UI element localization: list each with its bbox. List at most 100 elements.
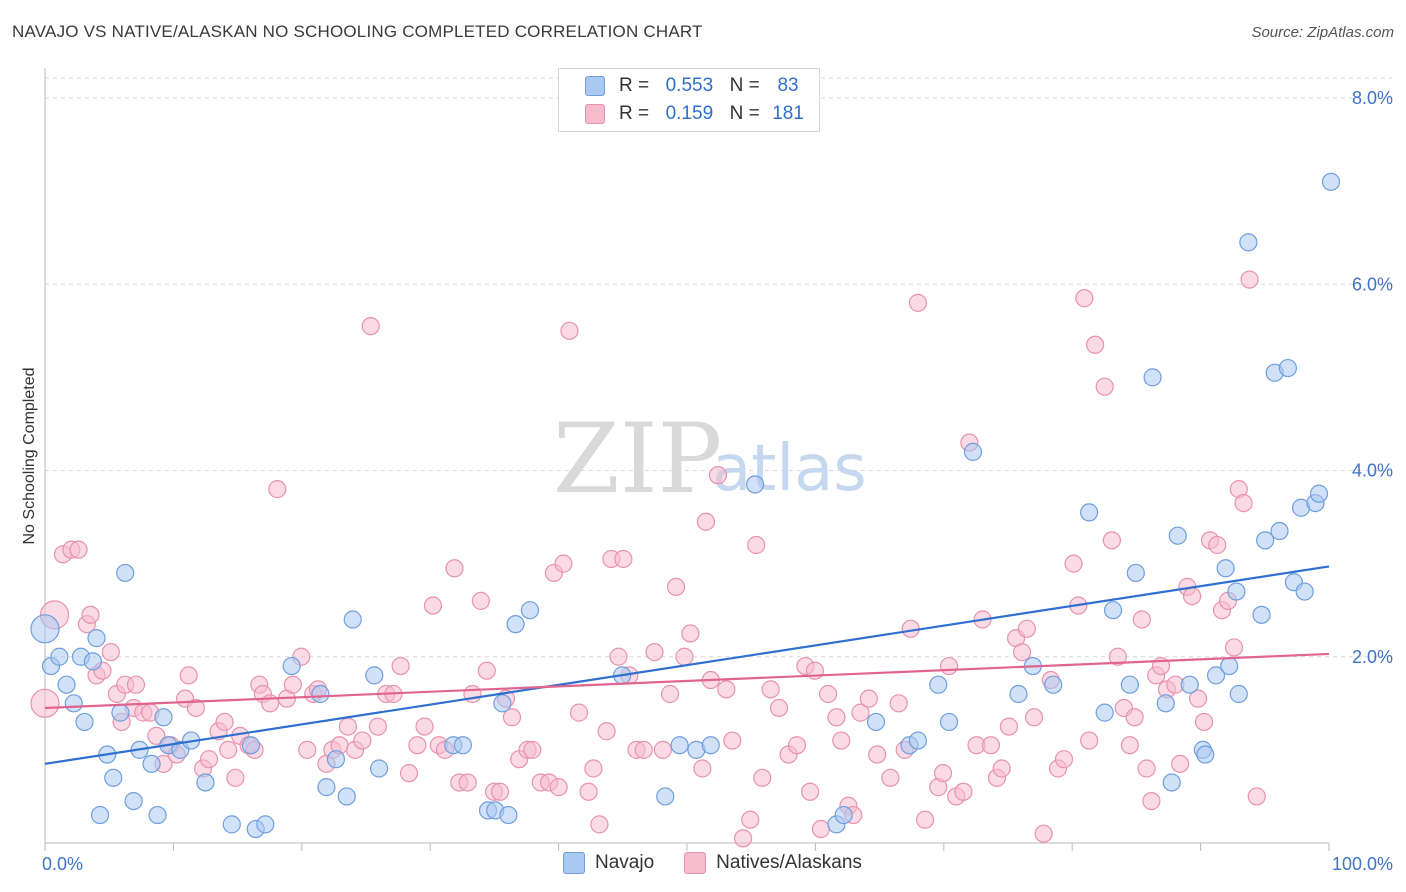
navajo-point [1239,233,1258,252]
navajo-point [1295,582,1314,601]
natives-point [634,740,653,759]
grid-lines [45,77,1392,658]
navajo-point [745,475,765,494]
navajo-point [241,736,261,755]
natives-point [933,764,953,783]
navajo-point [866,712,886,732]
natives-point [660,684,680,704]
navajo-point [326,750,346,769]
natives-point [832,731,851,750]
natives-point [681,624,700,643]
legend-row-natives: R = 0.159 N = 181 [585,101,811,127]
natives-point [675,647,694,666]
natives-point [859,689,878,708]
natives-point [1171,754,1190,773]
natives-point [1120,736,1139,755]
navajo-point [1095,703,1114,722]
natives-point [226,768,245,787]
natives-point [827,708,846,727]
navajo-point [282,656,301,676]
natives-point [1208,535,1227,555]
navajo-point [1044,675,1063,694]
natives-r-value: 0.159 [665,103,714,124]
natives-point [147,726,166,746]
x-tick-label: 0.0% [42,854,83,874]
natives-point [915,810,935,829]
navajo-point [124,791,143,811]
watermark-atlas: atlas [712,432,867,506]
navajo-point [75,712,94,732]
natives-point [408,736,427,755]
natives-point [101,642,120,662]
natives-point [219,740,238,759]
navajo-point [1270,521,1289,541]
y-tick-label: 2.0% [1352,647,1393,667]
navajo-point [1220,656,1239,676]
natives-point [666,577,686,597]
natives-point [1024,708,1044,727]
natives-point [477,661,496,680]
natives-point [1247,787,1266,806]
navajo-point [939,712,959,732]
natives-point [1125,708,1144,727]
natives-legend-label: Natives/Alaskans [716,852,862,873]
navajo-point [1252,605,1271,624]
natives-point [889,694,908,713]
navajo-point [963,442,983,461]
natives-r-label: R = [619,103,650,124]
navajo-point [1227,582,1246,601]
natives-trend-line [44,652,1330,710]
natives-point [1224,638,1244,657]
navajo-point [50,647,69,666]
y-axis-label: No Schooling Completed [21,368,38,545]
navajo-point [1080,503,1099,522]
navajo-point [57,675,76,694]
navajo-point [1168,526,1187,545]
navajo-r-value: 0.553 [665,75,714,96]
natives-point [597,722,616,741]
natives-point [614,549,633,569]
natives-point [415,717,434,736]
navajo-point [196,773,215,792]
series-legend: Navajo Natives/Alaskans [563,852,862,874]
natives-point [560,321,579,340]
natives-point [1142,791,1161,811]
y-tick-label: 6.0% [1352,274,1393,294]
navajo-point [1256,531,1275,550]
natives-point [353,731,372,750]
navajo-point [499,805,518,825]
navajo-point [1009,684,1028,704]
navajo-point [493,694,512,713]
navajo-point [104,768,123,787]
navajo-point [64,694,83,713]
natives-point [733,829,753,848]
natives-point [769,698,789,718]
natives-point [1132,610,1151,629]
natives-point [761,680,780,699]
navajo-point [506,615,525,634]
natives-point [723,731,742,750]
navajo-point [154,708,173,727]
natives-point [868,745,887,764]
natives-n-label: N = [729,103,760,124]
natives-point [818,684,838,704]
natives-point [1034,824,1053,843]
navajo-point [256,815,275,834]
natives-point [954,782,973,801]
natives-point [1183,587,1202,606]
natives-point [579,782,598,801]
navajo-point [1120,675,1139,694]
natives-point [523,740,542,759]
natives-point [268,480,287,499]
navajo-point [1229,684,1248,704]
tick-labels: 2.0% 4.0% 6.0% 8.0% 0.0% 100.0% [42,88,1393,874]
natives-point [215,712,234,732]
legend-row-navajo: R = 0.553 N = 83 [585,73,811,99]
natives-point [609,647,628,666]
natives-point [590,815,609,834]
navajo-point [1321,172,1341,191]
navajo-point [90,805,110,825]
navajo-point [701,736,720,755]
navajo-point [1309,484,1329,503]
